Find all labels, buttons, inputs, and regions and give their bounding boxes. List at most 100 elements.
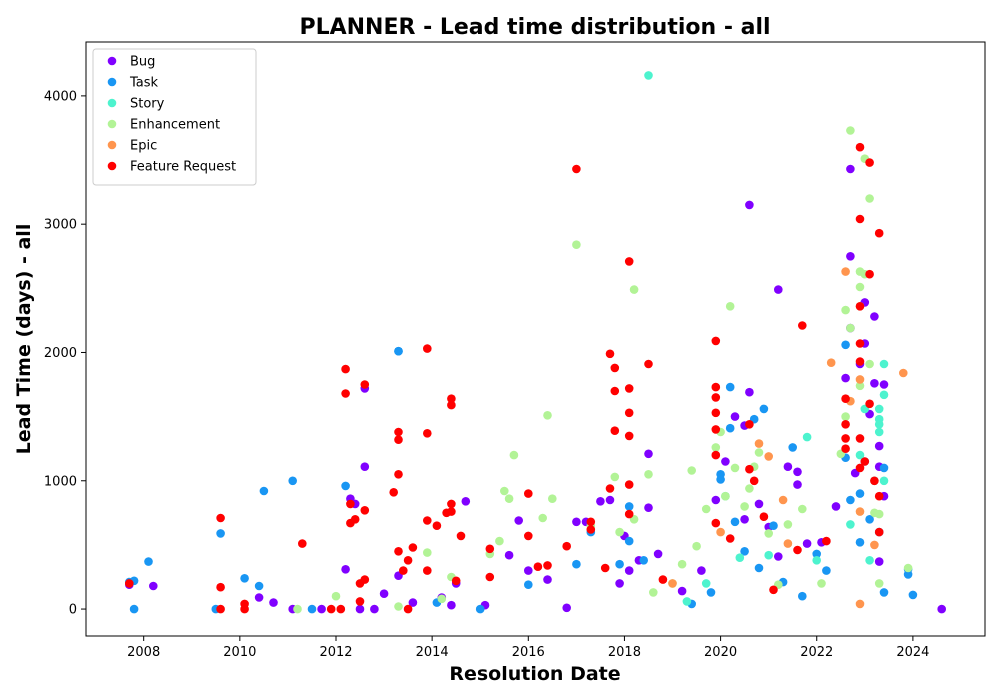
point-feature-request-48 [586,517,596,527]
point-bug-2 [254,593,264,602]
point-enhancement-44 [846,126,855,135]
point-feature-request-75 [759,512,769,521]
point-task-2 [129,604,139,614]
point-feature-request-47 [572,164,581,174]
point-enhancement-32 [740,502,749,511]
point-enhancement-14 [572,240,581,249]
point-task-44 [855,489,865,498]
point-feature-request-17 [360,575,370,584]
point-task-3 [144,557,153,566]
point-enhancement-40 [817,579,826,588]
point-feature-request-79 [822,536,831,546]
point-enhancement-43 [841,305,850,315]
point-enhancement-0 [293,604,302,614]
point-feature-request-80 [841,394,850,404]
legend-label-story: Story [130,97,165,112]
point-enhancement-7 [495,536,504,546]
point-enhancement-33 [745,484,754,493]
x-tick-label-2010: 2010 [223,645,256,660]
point-feature-request-6 [298,539,307,548]
point-feature-request-35 [447,400,456,410]
point-feature-request-85 [855,214,865,224]
point-story-8 [846,520,855,529]
point-bug-36 [653,549,663,559]
point-task-26 [716,475,725,484]
point-feature-request-83 [841,444,850,454]
point-bug-15 [408,598,418,607]
x-tick-label-2014: 2014 [416,645,449,660]
point-bug-6 [341,565,350,574]
point-bug-45 [745,387,754,397]
point-enhancement-25 [692,541,701,551]
point-task-29 [730,517,740,527]
x-axis-label: Resolution Date [449,663,620,685]
data-points [125,71,946,614]
point-feature-request-16 [360,506,370,515]
point-enhancement-16 [610,472,620,482]
point-bug-32 [624,566,634,575]
point-bug-26 [572,517,581,527]
point-enhancement-47 [855,282,865,292]
point-enhancement-55 [874,509,884,519]
point-feature-request-40 [485,544,495,554]
axis-ticks: 2008 2010 2012 2014 2016 2018 2020 2022 2024 0 100… [44,89,930,660]
point-bug-1 [149,581,158,591]
point-feature-request-13 [350,515,360,524]
point-enhancement-35 [754,448,764,457]
point-task-38 [812,549,821,559]
point-feature-request-63 [658,575,668,584]
point-feature-request-77 [793,545,802,555]
point-task-46 [865,515,874,524]
point-task-9 [288,476,298,486]
point-story-5 [764,550,773,560]
point-bug-34 [644,449,653,459]
point-feature-request-45 [543,561,552,570]
point-enhancement-12 [543,411,552,420]
legend-marker-bug [107,56,117,66]
point-feature-request-64 [711,336,721,346]
point-task-42 [846,495,855,505]
point-enhancement-1 [331,591,341,601]
point-feature-request-24 [399,566,408,575]
point-feature-request-28 [423,344,432,353]
legend-marker-task [107,77,117,87]
point-task-43 [855,538,865,547]
y-tick-label-1000: 1000 [44,474,77,489]
point-feature-request-34 [447,394,456,404]
point-bug-53 [802,539,812,548]
point-feature-request-51 [605,349,615,359]
point-enhancement-21 [649,588,658,597]
x-tick-label-2018: 2018 [608,645,641,660]
point-bug-67 [874,441,884,451]
point-epic-7 [841,267,850,276]
point-feature-request-73 [745,464,754,474]
point-bug-57 [846,164,855,174]
point-enhancement-4 [437,594,447,604]
x-tick-label-2016: 2016 [512,645,545,660]
point-feature-request-22 [394,470,403,479]
legend-label-task: Task [129,76,159,91]
point-enhancement-24 [687,466,696,475]
point-story-16 [879,390,889,400]
x-tick-label-2022: 2022 [800,645,833,660]
point-enhancement-3 [423,548,432,557]
point-enhancement-9 [504,494,514,504]
point-enhancement-18 [629,285,639,294]
point-enhancement-39 [798,504,807,514]
y-axis-label: Lead Time (days) - all [13,224,35,455]
point-feature-request-42 [524,489,533,498]
point-epic-4 [778,495,788,505]
point-task-48 [879,463,889,473]
point-bug-70 [874,557,884,566]
point-enhancement-31 [730,463,740,473]
point-story-0 [644,71,653,80]
point-feature-request-84 [855,142,865,152]
y-tick-label-4000: 4000 [44,89,77,104]
point-task-24 [706,588,716,597]
point-enhancement-30 [725,302,735,311]
point-enhancement-11 [538,513,547,523]
point-feature-request-19 [389,488,399,497]
point-enhancement-36 [764,529,773,538]
point-enhancement-17 [615,527,624,537]
